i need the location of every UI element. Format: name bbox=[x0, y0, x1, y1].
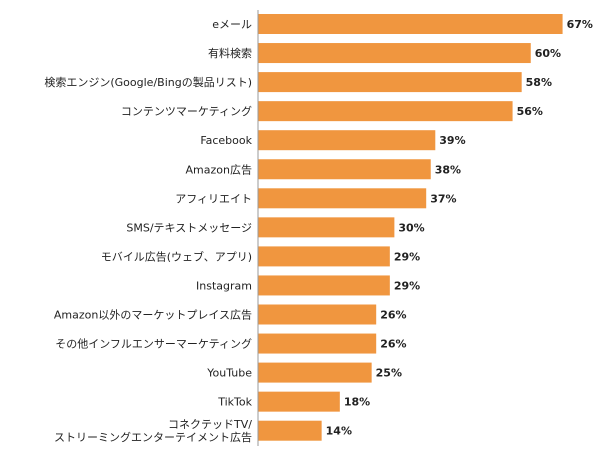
value-label-11: 26% bbox=[380, 338, 406, 351]
value-label-0: 67% bbox=[567, 18, 593, 31]
bar-5 bbox=[258, 159, 431, 180]
bar-10 bbox=[258, 304, 377, 325]
category-label-4: Facebook bbox=[200, 134, 252, 147]
bar-7 bbox=[258, 217, 395, 238]
bar-3 bbox=[258, 101, 513, 122]
category-label-2: 検索エンジン(Google/Bingの製品リスト) bbox=[44, 75, 252, 89]
value-label-13: 18% bbox=[344, 396, 370, 409]
category-label-3: コンテンツマーケティング bbox=[121, 104, 252, 118]
bar-12 bbox=[258, 362, 372, 383]
category-label-10: Amazon以外のマーケットプレイス広告 bbox=[54, 309, 252, 322]
bar-6 bbox=[258, 188, 427, 209]
category-label-0: eメール bbox=[212, 18, 252, 31]
value-labels-group: 67% 60% 58% 56% 39% 38% 37% 30% 29% 29% 26% 26% 25% 1… bbox=[326, 18, 593, 438]
bar-8 bbox=[258, 246, 390, 267]
value-label-12: 25% bbox=[376, 367, 402, 380]
bar-13 bbox=[258, 391, 340, 412]
category-label-5: Amazon広告 bbox=[186, 163, 252, 176]
value-label-4: 39% bbox=[439, 134, 465, 147]
bars-group bbox=[258, 14, 563, 441]
category-label-13: TikTok bbox=[217, 396, 252, 409]
value-label-7: 30% bbox=[398, 221, 424, 234]
value-label-10: 26% bbox=[380, 309, 406, 322]
category-label-7: SMS/テキストメッセージ bbox=[126, 221, 252, 234]
bar-0 bbox=[258, 14, 563, 34]
value-label-2: 58% bbox=[526, 76, 552, 89]
value-label-9: 29% bbox=[394, 279, 420, 292]
category-label-8: モバイル広告(ウェブ、アプリ) bbox=[101, 249, 252, 263]
value-label-5: 38% bbox=[435, 163, 461, 176]
bar-9 bbox=[258, 275, 390, 296]
value-label-3: 56% bbox=[517, 105, 543, 118]
category-label-9: Instagram bbox=[196, 279, 252, 292]
bar-1 bbox=[258, 43, 531, 64]
category-label-14: コネクテッドTV/ストリーミングエンターテイメント広告 bbox=[54, 418, 252, 444]
category-label-6: アフィリエイト bbox=[175, 192, 252, 205]
bar-4 bbox=[258, 130, 436, 151]
category-label-12: YouTube bbox=[206, 367, 252, 380]
category-label-11: その他インフルエンサーマーケティング bbox=[55, 337, 252, 351]
value-label-8: 29% bbox=[394, 250, 420, 263]
bar-14 bbox=[258, 420, 322, 441]
value-label-6: 37% bbox=[430, 192, 456, 205]
bar-11 bbox=[258, 333, 377, 354]
value-label-1: 60% bbox=[535, 47, 561, 60]
bar-2 bbox=[258, 72, 522, 93]
category-label-1: 有料検索 bbox=[208, 46, 252, 60]
value-label-14: 14% bbox=[326, 425, 352, 438]
